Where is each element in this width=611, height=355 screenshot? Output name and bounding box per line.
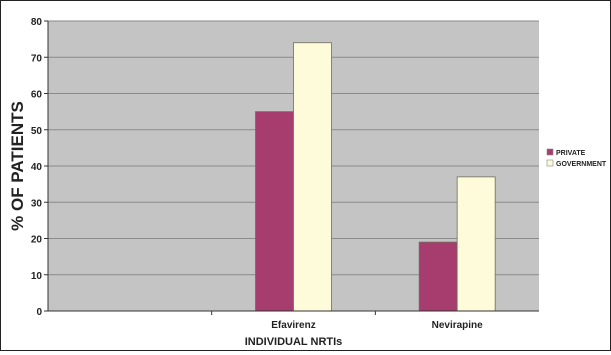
- bar-private-efavirenz: [255, 111, 294, 312]
- y-tick-label: 60: [31, 90, 43, 101]
- legend-swatch: [546, 159, 554, 167]
- y-tick-label: 20: [31, 235, 43, 246]
- bars: [255, 42, 496, 312]
- legend-label: PRIVATE: [556, 150, 586, 157]
- x-tick-label: Efavirenz: [271, 320, 315, 331]
- legend-label: GOVERNMENT: [556, 161, 607, 168]
- legend: PRIVATE GOVERNMENT: [546, 148, 607, 168]
- y-tick-label: 40: [31, 162, 43, 173]
- y-tick-label: 50: [31, 126, 43, 137]
- y-tick-label: 30: [31, 198, 43, 209]
- x-tick-labels: Efavirenz Nevirapine: [271, 320, 483, 331]
- y-axis-title: % OF PATIENTS: [8, 101, 27, 231]
- bar-private-nevirapine: [418, 241, 458, 312]
- bar-government-efavirenz: [293, 42, 332, 312]
- y-tick-label: 80: [31, 17, 43, 28]
- x-axis-title: INDIVIDUAL NRTIs: [245, 336, 343, 348]
- y-tick-label: 70: [31, 53, 43, 64]
- legend-swatch: [546, 148, 554, 156]
- y-tick-labels: 0 10 20 30 40 50 60 70 80: [31, 17, 48, 318]
- bar-government-nevirapine: [456, 176, 496, 312]
- y-tick-label: 10: [31, 271, 43, 282]
- bar-chart: 0 10 20 30 40 50 60 70 80 Efavirenz Nevirapine % …: [8, 17, 607, 348]
- y-tick-label: 0: [36, 307, 42, 318]
- x-tick-label: Nevirapine: [432, 320, 484, 331]
